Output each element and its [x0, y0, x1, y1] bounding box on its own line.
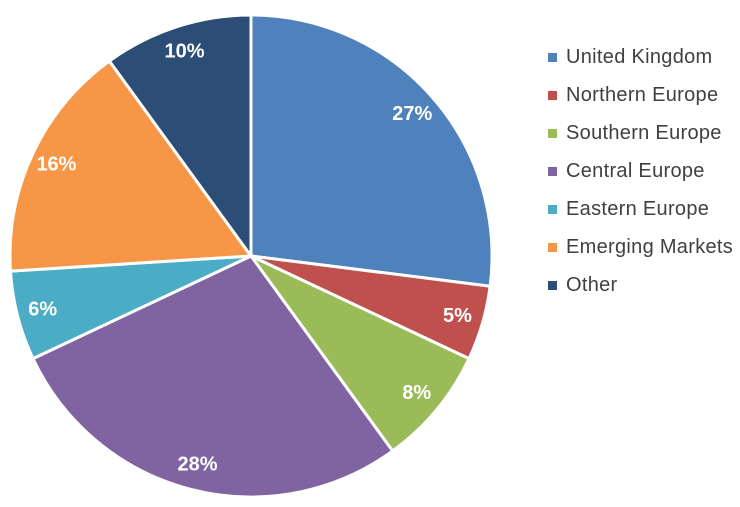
slice-percent-label-southern-europe: 8% [402, 382, 431, 404]
legend-item-emerging-markets: Emerging Markets [548, 235, 733, 259]
legend-color-swatch [548, 90, 557, 100]
legend-color-swatch [548, 52, 557, 62]
legend-label: Other [566, 273, 618, 296]
legend-label: Central Europe [566, 159, 705, 182]
slice-percent-label-united-kingdom: 27% [392, 103, 432, 125]
legend-color-swatch [548, 242, 557, 252]
pie-slice-southern-europe [249, 254, 471, 453]
legend-color-swatch [548, 128, 557, 138]
chart-legend: United Kingdom Northern Europe Southern … [548, 45, 733, 297]
legend-label: Southern Europe [566, 121, 722, 144]
pie-slice-emerging-markets [8, 59, 253, 273]
legend-label: Northern Europe [566, 83, 719, 106]
legend-color-swatch [548, 204, 557, 214]
legend-item-other: Other [548, 273, 733, 297]
slice-percent-label-northern-europe: 5% [443, 305, 472, 327]
legend-label: Emerging Markets [566, 235, 734, 258]
legend-item-united-kingdom: United Kingdom [548, 45, 733, 69]
legend-label: Eastern Europe [566, 197, 710, 220]
legend-item-northern-europe: Northern Europe [548, 83, 733, 107]
pie-slice-central-europe [31, 254, 395, 499]
pie-slice-united-kingdom [249, 13, 494, 288]
legend-color-swatch [548, 166, 557, 176]
legend-item-southern-europe: Southern Europe [548, 121, 733, 145]
slice-percent-label-emerging-markets: 16% [36, 153, 76, 175]
slice-percent-label-central-europe: 28% [178, 453, 218, 475]
slice-percent-label-other: 10% [165, 41, 205, 63]
legend-color-swatch [548, 280, 557, 290]
slice-percent-label-eastern-europe: 6% [28, 298, 57, 320]
legend-label: United Kingdom [566, 45, 713, 68]
legend-item-eastern-europe: Eastern Europe [548, 197, 733, 221]
pie-slice-other [107, 13, 253, 258]
legend-item-central-europe: Central Europe [548, 159, 733, 183]
